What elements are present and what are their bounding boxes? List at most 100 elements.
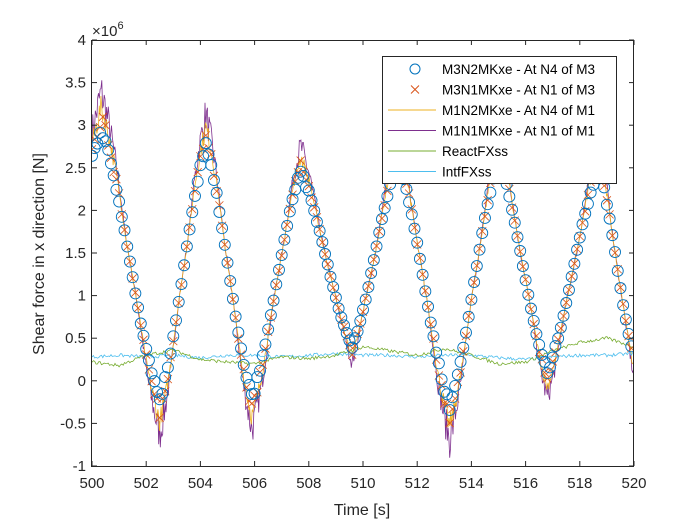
series-line bbox=[92, 336, 634, 368]
x-marker bbox=[231, 313, 240, 323]
x-marker bbox=[125, 257, 135, 266]
circle-marker bbox=[240, 371, 253, 384]
circle-marker bbox=[237, 358, 250, 371]
y-tick-label: -0.5 bbox=[60, 415, 86, 432]
x-marker bbox=[369, 255, 379, 264]
legend-entry: M3N2MKxe - At N4 of M3 bbox=[409, 62, 595, 77]
circle-marker bbox=[167, 330, 180, 343]
legend-entry: ReactFXss bbox=[388, 144, 508, 159]
x-marker bbox=[223, 258, 232, 268]
x-marker bbox=[407, 205, 417, 214]
circle-marker bbox=[235, 342, 248, 355]
x-marker bbox=[258, 360, 268, 369]
circle-marker bbox=[96, 132, 109, 145]
circle-marker bbox=[614, 282, 627, 295]
circle-marker bbox=[297, 170, 310, 182]
circle-marker bbox=[256, 349, 269, 362]
series-1 bbox=[92, 112, 634, 428]
circle-marker bbox=[606, 229, 619, 242]
x-marker bbox=[234, 334, 243, 343]
y-exponent-label: ×106 bbox=[92, 20, 124, 40]
x-tick-label: 508 bbox=[296, 475, 321, 492]
x-marker bbox=[190, 186, 200, 196]
circle-marker bbox=[151, 386, 163, 399]
circle-marker bbox=[210, 186, 223, 199]
x-marker bbox=[372, 241, 381, 251]
x-marker bbox=[618, 299, 628, 309]
circle-marker bbox=[172, 295, 185, 308]
circle-marker bbox=[563, 284, 575, 296]
y-axis: -1 -0.5 0 0.5 1 1.5 2 2.5 3 3.5 4 bbox=[60, 32, 634, 475]
x-marker bbox=[220, 240, 230, 249]
circle-marker bbox=[557, 309, 570, 322]
x-tick-label: 504 bbox=[188, 475, 213, 492]
circle-marker bbox=[446, 391, 459, 404]
x-marker bbox=[564, 285, 574, 295]
legend-box bbox=[382, 56, 617, 184]
circle-marker bbox=[619, 313, 632, 326]
x-marker bbox=[131, 288, 140, 297]
y-tick-label: 3.5 bbox=[65, 75, 86, 92]
x-marker bbox=[480, 212, 490, 221]
x-marker bbox=[187, 204, 197, 214]
legend-label: M1N2MKxe - At N4 of M1 bbox=[442, 103, 595, 118]
circle-marker bbox=[145, 367, 158, 380]
x-marker bbox=[166, 352, 175, 362]
circle-marker bbox=[156, 387, 169, 400]
circle-marker bbox=[413, 252, 426, 265]
x-marker bbox=[326, 271, 335, 281]
x-tick-label: 520 bbox=[621, 475, 646, 492]
circle-marker bbox=[568, 257, 581, 270]
x-marker bbox=[377, 214, 387, 223]
x-marker bbox=[177, 280, 186, 290]
circle-marker bbox=[454, 355, 467, 368]
circle-marker bbox=[159, 371, 172, 384]
x-marker bbox=[559, 311, 568, 321]
x-tick-label: 510 bbox=[350, 475, 375, 492]
x-marker bbox=[483, 195, 492, 205]
circle-marker bbox=[617, 299, 630, 312]
circle-marker bbox=[381, 190, 394, 203]
circle-marker bbox=[432, 357, 445, 370]
circle-marker bbox=[107, 169, 120, 182]
circle-marker bbox=[622, 328, 634, 340]
x-marker bbox=[610, 248, 620, 258]
x-marker bbox=[366, 268, 376, 278]
x-marker bbox=[296, 156, 305, 165]
circle-marker bbox=[197, 150, 210, 163]
x-marker bbox=[570, 259, 579, 268]
circle-marker bbox=[243, 379, 256, 391]
x-marker bbox=[309, 203, 319, 212]
x-marker bbox=[228, 295, 238, 304]
x-marker bbox=[193, 167, 202, 177]
legend-circle-icon bbox=[409, 63, 421, 75]
legend-entry: M1N1MKxe - At N1 of M1 bbox=[388, 124, 595, 139]
circle-marker bbox=[118, 224, 131, 237]
x-marker bbox=[182, 242, 192, 251]
legend-label: M3N2MKxe - At N4 of M3 bbox=[442, 62, 595, 77]
circle-marker bbox=[153, 393, 166, 406]
circle-marker bbox=[481, 198, 494, 211]
x-marker bbox=[128, 274, 137, 283]
x-tick-label: 514 bbox=[459, 475, 484, 492]
circle-marker bbox=[191, 175, 204, 188]
circle-marker bbox=[579, 207, 592, 220]
circle-marker bbox=[581, 197, 594, 210]
circle-marker bbox=[254, 364, 266, 377]
x-marker bbox=[328, 283, 338, 293]
circle-marker bbox=[99, 135, 112, 148]
circle-marker bbox=[611, 264, 624, 277]
x-marker bbox=[472, 261, 482, 270]
x-tick-label: 516 bbox=[513, 475, 538, 492]
legend-entry: M1N2MKxe - At N4 of M1 bbox=[388, 103, 595, 118]
x-marker bbox=[269, 296, 278, 306]
x-marker bbox=[139, 335, 148, 345]
series-line bbox=[92, 351, 634, 361]
x-marker bbox=[526, 304, 536, 314]
x-marker bbox=[169, 336, 178, 346]
x-marker bbox=[339, 322, 349, 331]
circle-marker bbox=[121, 240, 134, 253]
circle-marker bbox=[134, 317, 147, 330]
circle-marker bbox=[573, 231, 586, 244]
